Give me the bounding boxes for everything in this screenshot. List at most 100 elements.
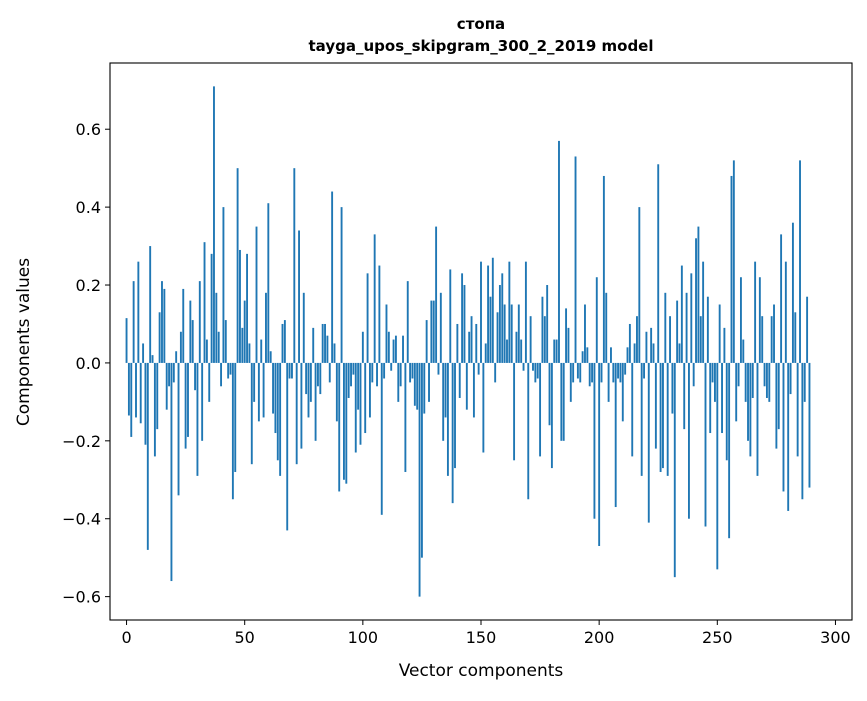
- bar: [319, 362, 322, 395]
- bar: [243, 300, 246, 363]
- bar: [361, 331, 364, 363]
- bar: [546, 285, 549, 363]
- bar: [657, 164, 660, 363]
- bar: [208, 362, 211, 402]
- bar: [602, 175, 605, 363]
- bar: [392, 339, 395, 363]
- bar: [368, 362, 371, 418]
- bar: [456, 323, 459, 363]
- bar: [669, 316, 671, 363]
- bar: [317, 362, 319, 387]
- bar: [735, 362, 738, 422]
- bar: [402, 335, 404, 363]
- bar: [721, 362, 723, 434]
- bar: [321, 323, 324, 363]
- bar: [506, 339, 508, 363]
- bar: [732, 160, 735, 363]
- bar: [333, 343, 336, 363]
- bar: [314, 362, 317, 441]
- bar: [293, 168, 296, 363]
- bar: [484, 343, 487, 363]
- bar: [472, 362, 475, 418]
- bar: [614, 362, 617, 508]
- bar: [567, 327, 570, 363]
- bar: [191, 320, 194, 363]
- bar: [132, 281, 135, 363]
- bar: [283, 320, 286, 363]
- bar: [659, 362, 662, 472]
- bar: [808, 362, 811, 488]
- y-tick-label: 0.6: [76, 120, 101, 139]
- bar: [624, 362, 627, 375]
- bar: [359, 362, 362, 445]
- y-tick-label: 0.0: [76, 354, 101, 373]
- bar: [513, 362, 516, 461]
- bar: [165, 362, 168, 410]
- bar: [489, 296, 492, 363]
- bar: [182, 288, 185, 363]
- x-tick-label: 200: [584, 628, 615, 647]
- bar: [480, 261, 482, 363]
- bar: [539, 362, 542, 457]
- bar: [747, 362, 749, 441]
- bar: [376, 362, 378, 387]
- bar: [612, 362, 615, 383]
- bar: [343, 362, 345, 480]
- bar: [487, 265, 490, 363]
- bar: [205, 339, 208, 363]
- chart-title: стопа: [457, 15, 505, 33]
- bar: [295, 362, 298, 465]
- bar: [179, 331, 182, 363]
- bar: [640, 362, 643, 476]
- bar: [231, 362, 234, 500]
- bar: [550, 362, 553, 469]
- y-tick-label: −0.4: [62, 510, 101, 529]
- bar: [780, 234, 783, 363]
- bar: [286, 362, 289, 531]
- bar: [468, 331, 471, 363]
- y-tick-label: −0.6: [62, 588, 101, 607]
- bar: [579, 362, 582, 383]
- bar: [307, 362, 310, 418]
- bar: [730, 175, 733, 363]
- x-axis-label: Vector components: [399, 661, 564, 681]
- bar: [664, 292, 667, 363]
- bar: [796, 362, 799, 457]
- bar: [560, 362, 563, 441]
- bar: [522, 362, 525, 371]
- bar: [156, 362, 159, 430]
- bar: [652, 343, 655, 363]
- bar: [177, 362, 180, 496]
- bar: [413, 362, 416, 406]
- bar: [335, 362, 338, 422]
- bar: [690, 273, 693, 363]
- bar: [605, 292, 608, 363]
- x-tick-label: 150: [466, 628, 497, 647]
- bar: [309, 362, 312, 402]
- bar: [137, 261, 140, 363]
- bar: [510, 304, 513, 363]
- y-axis-label: Components values: [14, 258, 34, 426]
- bar: [553, 339, 556, 363]
- bar: [572, 362, 575, 383]
- bar: [529, 316, 532, 363]
- bar: [754, 261, 757, 363]
- y-axis-ticks: −0.6 −0.4 −0.2 0.0 0.2 0.4 0.6: [62, 120, 110, 607]
- bar: [423, 362, 426, 414]
- bar: [437, 362, 440, 375]
- bar: [496, 312, 499, 363]
- bar: [255, 226, 258, 363]
- bar: [451, 362, 454, 504]
- bar: [198, 281, 201, 363]
- bar: [784, 261, 787, 363]
- bar: [399, 362, 402, 387]
- bar: [744, 362, 747, 402]
- bar: [749, 362, 752, 457]
- bar: [650, 327, 653, 363]
- bar: [187, 362, 189, 437]
- bar: [172, 362, 175, 383]
- bar: [383, 362, 386, 379]
- bar: [312, 327, 315, 363]
- bar: [765, 362, 768, 398]
- bar: [269, 351, 272, 363]
